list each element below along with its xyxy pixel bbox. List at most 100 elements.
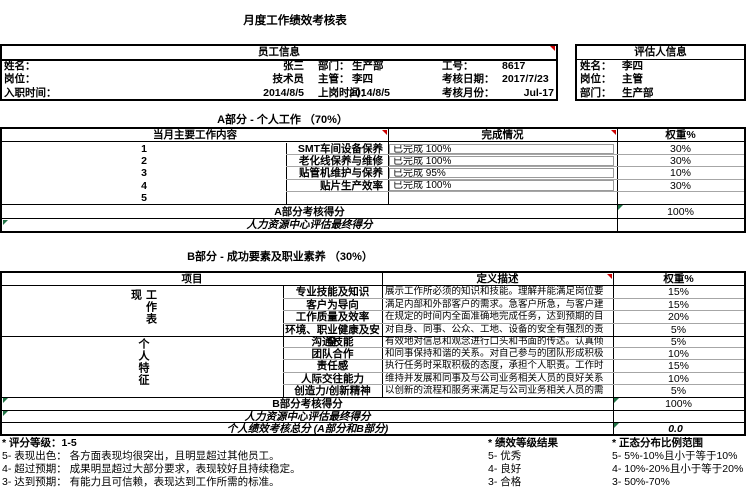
grid-line bbox=[283, 286, 284, 397]
employee-info-panel: 员工信息 姓名： 张三 部门： 生产部 工号： 8617 岗位： 技术员 主管：… bbox=[0, 44, 558, 101]
hr-final-score-row: 人力资源中心评估最终得分 bbox=[2, 410, 744, 423]
section-a-score-row: A部分考核得分 100% bbox=[2, 204, 744, 218]
column-header-completion: 完成情况 bbox=[388, 129, 617, 142]
table-row: 岗位： 主管 bbox=[577, 73, 744, 86]
weight-cell[interactable]: 10% bbox=[667, 372, 689, 385]
hire-date-value[interactable]: 2014/8/5 bbox=[263, 86, 304, 99]
factor-definition[interactable]: 有效地对信息和观念进行口头和书面的传达。认真倾 bbox=[385, 336, 604, 347]
factor-name[interactable]: 工作质量及效率 bbox=[295, 311, 370, 323]
completion-cell[interactable]: 已完成 100% bbox=[389, 180, 614, 191]
formula-indicator-icon bbox=[614, 423, 619, 428]
weight-cell[interactable]: 30% bbox=[669, 155, 691, 168]
supervisor-value[interactable]: 李四 bbox=[352, 73, 373, 86]
section-b-score-value[interactable]: 100% bbox=[665, 398, 692, 410]
completion-cell[interactable]: 已完成 100% bbox=[389, 155, 614, 167]
evaluator-department-value[interactable]: 生产部 bbox=[622, 86, 654, 99]
section-a-title: A部分 - 个人工作 （70%） bbox=[217, 114, 348, 126]
factor-definition[interactable]: 以创新的流程和服务来满足与公司业务相关人员的需 bbox=[385, 384, 604, 396]
factor-name[interactable]: 责任感 bbox=[316, 360, 349, 373]
factor-name[interactable]: 创造力/创新精神 bbox=[294, 384, 371, 397]
evaluator-position-value[interactable]: 主管 bbox=[622, 73, 643, 86]
hr-final-score-label: 人力资源中心评估最终得分 bbox=[246, 219, 373, 231]
factor-name[interactable]: 团队合作 bbox=[311, 348, 354, 361]
work-item-name[interactable]: SMT车间设备保养 bbox=[297, 143, 383, 155]
name-label: 姓名： bbox=[4, 60, 36, 72]
comment-indicator-icon bbox=[382, 130, 387, 135]
table-row: 人际交往能力 维持并发展和同事及与公司业务相关人员的良好关系 10% bbox=[283, 373, 744, 385]
hire-date-label: 入职时间： bbox=[4, 86, 57, 99]
weight-cell[interactable]: 15% bbox=[667, 360, 689, 373]
row-number: 5 bbox=[141, 191, 147, 204]
weight-cell[interactable]: 30% bbox=[669, 143, 691, 155]
group-label-personal-traits: 个人特征 bbox=[2, 336, 283, 397]
page-title: 月度工作绩效考核表 bbox=[243, 15, 347, 27]
weight-cell[interactable]: 5% bbox=[670, 384, 687, 397]
table-row: 姓名： 李四 bbox=[577, 60, 744, 73]
factor-name[interactable]: 专业技能及知识 bbox=[295, 286, 370, 298]
weight-cell[interactable]: 5% bbox=[670, 336, 687, 348]
table-row: 姓名： 张三 部门： 生产部 工号： 8617 bbox=[2, 60, 556, 73]
weight-cell[interactable]: 15% bbox=[667, 286, 689, 298]
factor-definition[interactable]: 在规定的时间内全面准确地完成任务，达到预期的目 bbox=[385, 311, 604, 322]
position-value[interactable]: 技术员 bbox=[272, 73, 305, 86]
factor-definition[interactable]: 展示工作所必须的知识和技能。理解并能满足岗位要 bbox=[385, 286, 604, 297]
factor-name[interactable]: 客户为导向 bbox=[306, 298, 359, 311]
weight-cell[interactable]: 30% bbox=[669, 179, 691, 192]
weight-cell[interactable]: 10% bbox=[667, 348, 689, 361]
comment-indicator-icon bbox=[607, 274, 612, 279]
evaluator-position-label: 岗位： bbox=[580, 73, 612, 86]
evaluator-name-value[interactable]: 李四 bbox=[622, 60, 643, 72]
weight-cell[interactable]: 5% bbox=[670, 323, 687, 336]
comment-indicator-icon bbox=[550, 46, 555, 51]
department-label: 部门： bbox=[318, 60, 350, 72]
review-date-value[interactable]: 2017/7/23 bbox=[502, 73, 549, 86]
factor-definition[interactable]: 对自身、同事、公众、工地、设备的安全有强烈的责 bbox=[385, 323, 604, 335]
factor-definition[interactable]: 和同事保持和谐的关系。对自己参与的团队形成积极 bbox=[385, 348, 604, 360]
position-label: 岗位： bbox=[4, 73, 36, 86]
total-score-value[interactable]: 0.0 bbox=[668, 423, 683, 435]
column-header-weight: 权重% bbox=[617, 129, 744, 142]
hr-final-score-row: 人力资源中心评估最终得分 bbox=[2, 218, 744, 231]
grid-line bbox=[613, 273, 614, 434]
factor-definition[interactable]: 维持并发展和同事及与公司业务相关人员的良好关系 bbox=[385, 372, 604, 384]
column-header-item: 项目 bbox=[2, 273, 382, 286]
section-b-score-label: B部分考核得分 bbox=[272, 398, 343, 410]
evaluator-name-label: 姓名： bbox=[580, 60, 612, 72]
department-value[interactable]: 生产部 bbox=[352, 60, 384, 72]
group-label-text: 个人特征 bbox=[137, 337, 149, 386]
rating-scale-header: * 评分等级：1-5 bbox=[2, 437, 77, 449]
factor-name[interactable]: 环境、职业健康及安全 bbox=[285, 323, 380, 349]
employee-name-value[interactable]: 张三 bbox=[283, 60, 304, 72]
table-row: 入职时间： 2014/8/5 上岗时间： 2014/8/5 考核月份： Jul-… bbox=[2, 87, 556, 100]
section-b-table: 项目 定义描述 权重% 工作表现 个人特征 专业技能及知识 展示工作所必须的知识… bbox=[0, 271, 746, 436]
factor-definition[interactable]: 满足内部和外部客户的需求。急客户所急，与客户建 bbox=[385, 298, 604, 310]
weight-cell[interactable]: 20% bbox=[667, 311, 689, 323]
group-divider-line bbox=[2, 336, 744, 337]
work-item-name[interactable]: 老化线保养与维修 bbox=[299, 155, 383, 168]
employee-id-value[interactable]: 8617 bbox=[502, 60, 526, 72]
weight-cell[interactable]: 15% bbox=[667, 298, 689, 311]
work-item-name[interactable]: 贴管机维护与保养 bbox=[299, 167, 383, 180]
factor-name[interactable]: 沟通技能 bbox=[311, 336, 354, 348]
onboard-date-value[interactable]: 2014/8/5 bbox=[349, 86, 390, 99]
factor-name[interactable]: 人际交往能力 bbox=[301, 372, 364, 385]
section-b-score-row: B部分考核得分 100% bbox=[2, 397, 744, 410]
review-date-label: 考核日期： bbox=[442, 73, 495, 86]
group-label-work-performance: 工作表现 bbox=[2, 286, 283, 336]
grid-line bbox=[617, 129, 618, 231]
weight-cell[interactable]: 10% bbox=[669, 167, 691, 180]
evaluator-department-label: 部门： bbox=[580, 86, 612, 99]
group-label-text: 工作表现 bbox=[129, 289, 157, 325]
completion-cell[interactable]: 已完成 95% bbox=[389, 167, 614, 179]
factor-definition[interactable]: 执行任务时采取积极的态度，承担个人职责。工作时 bbox=[385, 360, 604, 372]
row-number: 2 bbox=[141, 155, 147, 168]
onboard-date-label: 上岗时间： bbox=[318, 86, 371, 99]
completion-cell[interactable]: 已完成 100% bbox=[389, 143, 614, 154]
section-a-score-value[interactable]: 100% bbox=[667, 206, 694, 218]
table-row: 专业技能及知识 展示工作所必须的知识和技能。理解并能满足岗位要 15% bbox=[283, 286, 744, 299]
work-item-name[interactable]: 贴片生产效率 bbox=[320, 179, 383, 192]
distribution-item: 4- 10%-20%且小于等于20% bbox=[612, 463, 744, 475]
grid-line bbox=[382, 273, 383, 397]
review-month-value[interactable]: Jul-17 bbox=[523, 86, 554, 99]
grid-line bbox=[286, 143, 287, 204]
